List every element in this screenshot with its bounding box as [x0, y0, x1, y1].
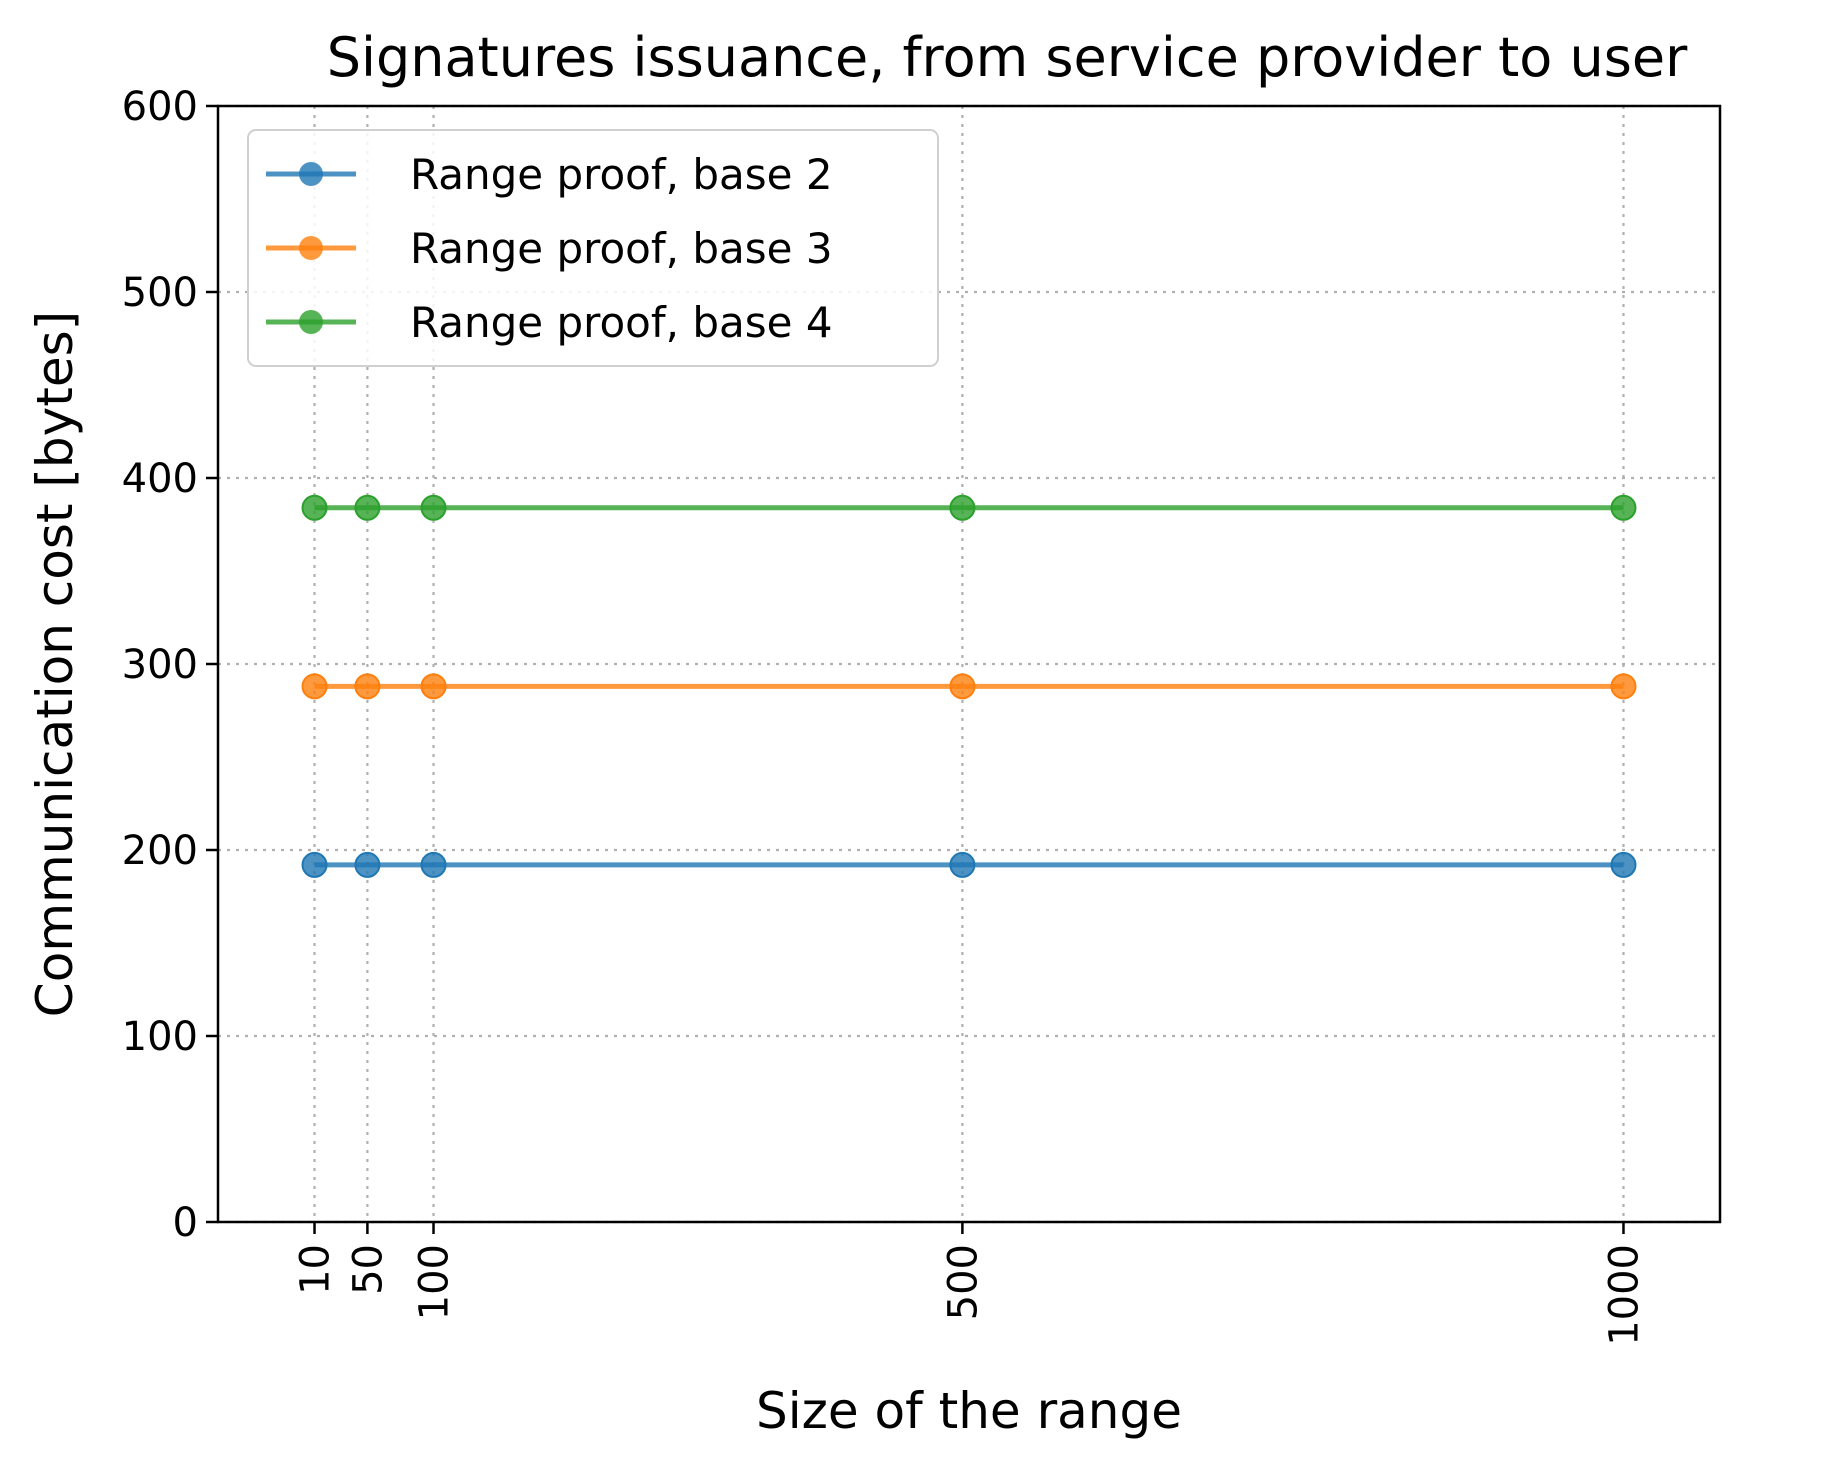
y-tick-label: 300 — [122, 642, 198, 688]
series-3 — [301, 494, 1637, 521]
series-layer — [301, 494, 1637, 878]
legend-box — [247, 129, 939, 367]
x-tick-label: 500 — [940, 1244, 986, 1320]
data-point — [1610, 673, 1637, 700]
series-2 — [301, 673, 1637, 700]
legend-label: Range proof, base 3 — [410, 224, 833, 273]
data-point — [1610, 851, 1637, 878]
x-tick-label: 50 — [345, 1244, 391, 1295]
x-axis-label: Size of the range — [756, 1382, 1182, 1440]
x-tick-label: 1000 — [1601, 1244, 1647, 1346]
chart-title: Signatures issuance, from service provid… — [327, 26, 1688, 89]
legend-label: Range proof, base 2 — [410, 150, 833, 199]
x-tick-label: 100 — [412, 1244, 458, 1320]
data-point — [354, 851, 381, 878]
x-tick-label: 10 — [293, 1244, 339, 1295]
data-point — [301, 673, 328, 700]
y-tick-label: 200 — [122, 828, 198, 874]
data-point — [949, 494, 976, 521]
data-point — [1610, 494, 1637, 521]
y-tick-label: 0 — [173, 1200, 198, 1246]
data-point — [949, 673, 976, 700]
legend-marker — [299, 310, 323, 334]
data-point — [420, 494, 447, 521]
data-point — [420, 673, 447, 700]
y-tick-label: 100 — [122, 1014, 198, 1060]
data-point — [301, 851, 328, 878]
data-point — [354, 494, 381, 521]
data-point — [949, 851, 976, 878]
series-1 — [301, 851, 1637, 878]
y-axis-label: Communication cost [bytes] — [26, 311, 84, 1017]
data-point — [354, 673, 381, 700]
y-tick-label: 400 — [122, 456, 198, 502]
data-point — [420, 851, 447, 878]
legend-entry: Range proof, base 4 — [266, 298, 833, 347]
y-tick-label: 600 — [122, 84, 198, 130]
axis-ticks: 0 100 200 300 400 500 600 10 50 100 500 1000 — [122, 84, 1648, 1346]
legend: Range proof, base 2 Range proof, base 3 Ra… — [247, 129, 939, 367]
y-tick-label: 500 — [122, 270, 198, 316]
legend-marker — [299, 162, 323, 186]
legend-entry: Range proof, base 2 — [266, 150, 833, 199]
legend-marker — [299, 236, 323, 260]
data-point — [301, 494, 328, 521]
legend-label: Range proof, base 4 — [410, 298, 833, 347]
legend-entry: Range proof, base 3 — [266, 224, 833, 273]
